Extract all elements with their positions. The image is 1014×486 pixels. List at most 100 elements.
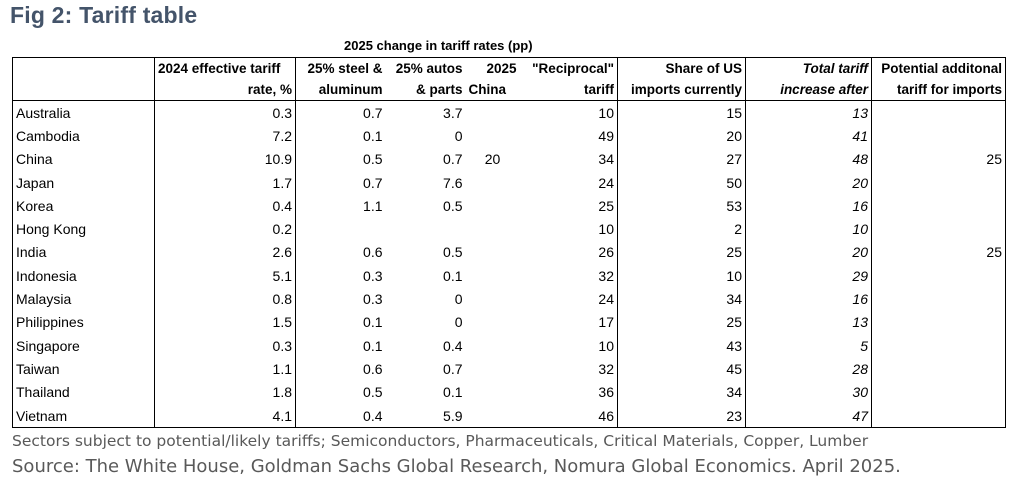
table-row: Singapore 0.3 0.1 0.4 10 43 5 — [12, 333, 1006, 358]
cell-5: 34 — [598, 151, 614, 168]
cell-4 — [466, 264, 520, 287]
column-header-1-line1: 2024 effective tariff — [154, 57, 296, 79]
column-header-1-line2: rate, % — [154, 79, 296, 101]
column-header-5-line2: tariff — [519, 79, 618, 101]
tariff-table: 2024 effective tariff 25% steel & 25% auto… — [12, 57, 1006, 429]
column-header-0-line1 — [12, 57, 155, 79]
cell-6: 15 — [617, 100, 746, 125]
table-row: India 2.6 0.6 0.5 26 25 20 25 — [12, 240, 1006, 265]
cell-6: 25 — [617, 240, 746, 265]
cell-4 — [466, 357, 520, 380]
cell-4 — [466, 381, 520, 404]
cell-2: 1.1 — [295, 194, 386, 218]
cell-2: 0.6 — [295, 357, 386, 381]
country-label: Indonesia — [12, 264, 155, 288]
cell-2: 0.7 — [295, 100, 386, 125]
table-row: Hong Kong 0.2 10 2 10 — [12, 217, 1006, 241]
cell-2: 0.1 — [295, 333, 386, 358]
cell-8 — [871, 124, 1006, 148]
column-group-title: 2025 change in tariff rates (pp) — [344, 38, 533, 53]
column-header-5-line1: "Reciprocal" — [519, 57, 618, 79]
cell-2: 0.7 — [295, 170, 386, 195]
cell-5: 32 — [598, 360, 614, 377]
header-row-2: rate, % aluminum & parts China tariff imports… — [12, 79, 1006, 101]
cell-5: 32 — [598, 267, 614, 284]
table-row: Australia 0.3 0.7 3.7 10 15 13 — [12, 100, 1006, 125]
cell-1: 1.1 — [154, 357, 296, 381]
cell-7: 30 — [745, 380, 872, 404]
cell-2: 0.5 — [295, 380, 386, 404]
table-row: Korea 0.4 1.1 0.5 25 53 16 — [12, 194, 1006, 218]
cell-4 — [466, 171, 520, 194]
cell-5: 46 — [519, 403, 618, 429]
figure-title: Fig 2: Tariff table — [10, 2, 198, 28]
cell-3: 0.5 — [443, 244, 463, 261]
cell-8 — [871, 333, 1006, 358]
cell-1: 1.5 — [154, 310, 296, 334]
column-header-3-line2: & parts — [385, 79, 466, 101]
country-label: Japan — [12, 170, 155, 195]
cell-6: 34 — [617, 380, 746, 404]
country-label: Malaysia — [12, 287, 155, 311]
cell-4 — [466, 217, 520, 240]
cell-7: 16 — [745, 194, 872, 218]
cell-8 — [871, 194, 1006, 218]
cell-6: 50 — [617, 170, 746, 195]
country-label: Philippines — [12, 310, 155, 334]
table-row: Indonesia 5.1 0.3 0.1 32 10 29 — [12, 264, 1006, 288]
cell-2: 0.3 — [295, 287, 386, 311]
cell-7: 48 — [745, 147, 872, 171]
country-label: Thailand — [12, 380, 155, 404]
cell-8 — [871, 357, 1006, 381]
column-header-8-line1: Potential additonal — [871, 57, 1006, 79]
cell-7: 20 — [745, 170, 872, 195]
column-header-6-line1: Share of US — [617, 57, 746, 79]
country-label: Korea — [12, 194, 155, 218]
table-row: Cambodia 7.2 0.1 0 49 20 41 — [12, 124, 1006, 148]
cell-2: 0.3 — [295, 264, 386, 288]
cell-5: 49 — [598, 127, 614, 144]
cell-6: 23 — [617, 403, 746, 429]
cell-7: 20 — [745, 240, 872, 265]
cell-6: 53 — [617, 194, 746, 218]
cell-7: 10 — [745, 217, 872, 241]
cell-5: 24 — [598, 291, 614, 308]
cell-2: 0.5 — [295, 147, 386, 171]
cell-8 — [871, 217, 1006, 241]
table-row: Japan 1.7 0.7 7.6 24 50 20 — [12, 170, 1006, 195]
table-row: Vietnam 4.1 0.4 5.9 46 23 47 — [12, 403, 1006, 429]
cell-1: 10.9 — [154, 147, 296, 171]
cell-2: 0.1 — [295, 124, 386, 148]
cell-3: 0.1 — [443, 384, 463, 401]
cell-7: 13 — [745, 100, 872, 125]
cell-8 — [871, 310, 1006, 334]
cell-6: 45 — [617, 357, 746, 381]
country-label: Australia — [12, 100, 155, 125]
cell-8 — [871, 403, 1006, 429]
cell-1: 0.3 — [154, 333, 296, 358]
cell-8 — [871, 264, 1006, 288]
cell-7: 13 — [745, 310, 872, 334]
cell-6: 20 — [617, 124, 746, 148]
cell-5: 25 — [598, 197, 614, 214]
cell-1: 5.1 — [154, 264, 296, 288]
cell-6: 43 — [617, 333, 746, 358]
cell-1: 0.2 — [154, 217, 296, 241]
country-label: Taiwan — [12, 357, 155, 381]
table-row: Philippines 1.5 0.1 0 17 25 13 — [12, 310, 1006, 334]
cell-3: 0 — [454, 314, 463, 331]
cell-6: 27 — [617, 147, 746, 171]
cell-5: 36 — [598, 384, 614, 401]
cell-1: 0.4 — [154, 194, 296, 218]
cell-2: 0.1 — [295, 310, 386, 334]
cell-1: 1.7 — [154, 170, 296, 195]
column-header-2-line1: 25% steel & — [295, 57, 386, 79]
cell-5: 26 — [598, 244, 614, 261]
cell-3: 0.4 — [443, 337, 463, 354]
cell-3: 0.1 — [443, 267, 463, 284]
cell-4 — [466, 311, 520, 334]
table-body: Australia 0.3 0.7 3.7 10 15 13 Cambodia 7.2 0.1 0 4… — [12, 100, 1006, 429]
cell-2: 0.4 — [295, 403, 386, 429]
cell-7: 5 — [745, 333, 872, 358]
column-header-4-line1: 2025 — [465, 57, 520, 79]
